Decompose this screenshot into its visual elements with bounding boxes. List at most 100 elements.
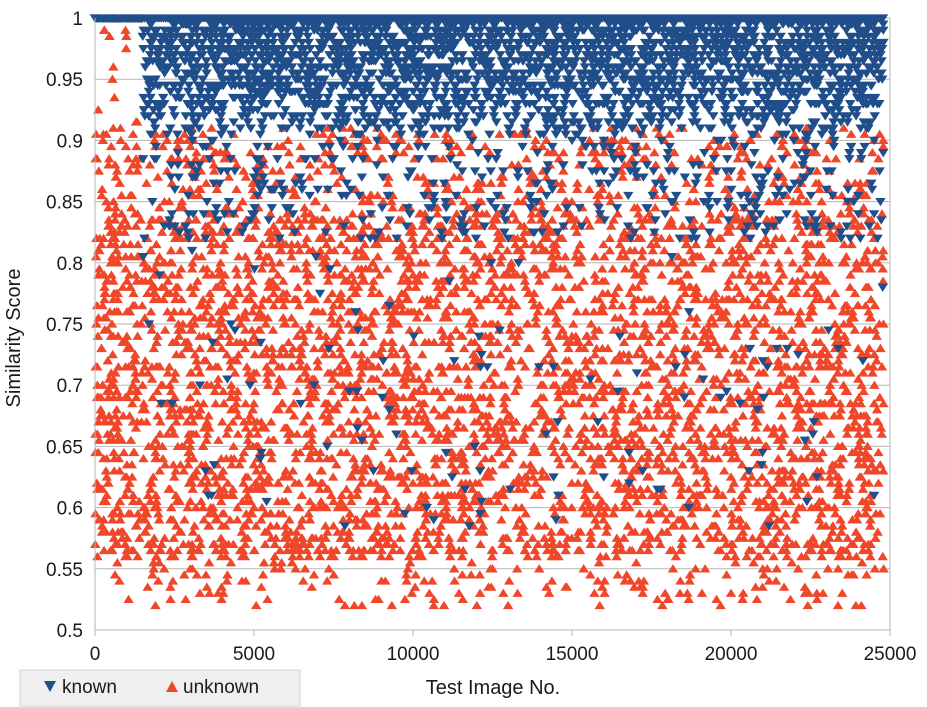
y-tick-label: 0.95 xyxy=(46,70,83,91)
known-point xyxy=(471,118,482,127)
known-point xyxy=(137,32,148,42)
legend-known-label: known xyxy=(62,677,117,698)
unknown-point xyxy=(487,564,498,573)
unknown-point xyxy=(185,319,196,328)
known-point xyxy=(255,455,266,464)
x-tick-label: 5000 xyxy=(233,644,275,665)
known-point xyxy=(217,69,228,78)
known-point xyxy=(143,320,155,329)
known-point xyxy=(624,479,635,488)
unknown-point xyxy=(223,539,234,548)
unknown-point xyxy=(763,576,775,585)
known-point xyxy=(725,167,737,176)
legend-known-marker xyxy=(44,681,56,692)
unknown-point xyxy=(757,564,768,573)
known-point xyxy=(662,155,673,164)
unknown-point xyxy=(248,502,260,512)
unknown-point xyxy=(550,551,562,561)
y-tick-label: 0.7 xyxy=(57,376,83,397)
known-point xyxy=(598,142,609,152)
known-point xyxy=(630,149,641,158)
y-tick-label: 0.85 xyxy=(46,193,83,214)
y-tick-label: 0.6 xyxy=(57,499,83,520)
unknown-point xyxy=(856,600,867,610)
known-point xyxy=(407,106,419,115)
known-point xyxy=(694,161,705,170)
y-axis-title: Similarity Score xyxy=(3,269,25,408)
known-point xyxy=(248,75,260,84)
known-point xyxy=(875,197,886,207)
series-unknown xyxy=(90,25,889,610)
unknown-point xyxy=(821,539,832,548)
known-point xyxy=(280,81,291,90)
x-tick-label: 10000 xyxy=(387,644,440,665)
unknown-point xyxy=(582,502,594,512)
known-point xyxy=(105,14,117,23)
unknown-point xyxy=(789,515,800,524)
y-tick-label: 0.8 xyxy=(57,254,83,275)
unknown-point xyxy=(280,527,291,536)
unknown-point xyxy=(115,123,126,132)
unknown-point xyxy=(423,539,435,548)
known-point xyxy=(321,442,333,452)
known-point xyxy=(757,357,768,366)
x-tick-label: 15000 xyxy=(546,644,599,665)
unknown-point xyxy=(566,331,578,340)
known-point xyxy=(757,173,768,182)
known-point xyxy=(821,185,832,195)
unknown-point xyxy=(725,539,737,548)
known-point xyxy=(439,112,450,121)
known-point-cloud xyxy=(89,14,889,531)
unknown-point xyxy=(169,551,180,561)
y-tick-label: 1 xyxy=(72,9,83,30)
unknown-point xyxy=(875,343,886,353)
known-point xyxy=(401,222,412,231)
unknown-point xyxy=(150,600,161,610)
known-point xyxy=(789,179,800,188)
unknown-point xyxy=(376,551,387,561)
unknown-point xyxy=(105,380,117,389)
unknown-point xyxy=(694,490,705,499)
legend-unknown-label: unknown xyxy=(183,677,259,698)
known-point xyxy=(503,124,514,133)
known-point xyxy=(868,491,880,501)
unknown-point xyxy=(127,160,139,169)
series-known xyxy=(89,14,889,531)
unknown-point xyxy=(194,588,206,597)
x-tick-label: 20000 xyxy=(705,644,758,665)
unknown-point xyxy=(633,576,644,585)
unknown-point xyxy=(344,515,355,524)
unknown-point xyxy=(455,515,466,524)
known-point xyxy=(134,14,145,23)
known-point xyxy=(169,51,180,60)
known-point xyxy=(312,87,323,97)
x-axis-title: Test Image No. xyxy=(426,677,561,699)
known-point xyxy=(201,63,212,72)
unknown-point xyxy=(614,539,625,548)
y-tick-label: 0.65 xyxy=(46,437,83,458)
unknown-point xyxy=(805,307,816,316)
known-point xyxy=(121,14,132,23)
known-point xyxy=(566,136,578,146)
y-tick-label: 0.5 xyxy=(57,621,83,642)
unknown-point xyxy=(678,368,689,377)
unknown-point xyxy=(662,527,673,536)
legend-unknown-marker xyxy=(166,681,178,692)
y-tick-label: 0.75 xyxy=(46,315,83,336)
legend: known unknown xyxy=(19,669,301,707)
unknown-point-cloud xyxy=(90,25,889,610)
known-point xyxy=(185,57,196,66)
known-point xyxy=(550,516,562,525)
unknown-point xyxy=(312,356,323,365)
unknown-point xyxy=(99,25,110,34)
unknown-point xyxy=(878,564,889,573)
known-point xyxy=(344,93,355,103)
y-tick-label: 0.55 xyxy=(46,560,83,581)
x-tick-label: 25000 xyxy=(864,644,917,665)
unknown-point xyxy=(471,258,482,267)
unknown-point xyxy=(519,527,530,536)
x-tick-label: 0 xyxy=(90,644,101,665)
known-point xyxy=(153,44,164,54)
unknown-point xyxy=(401,576,412,585)
